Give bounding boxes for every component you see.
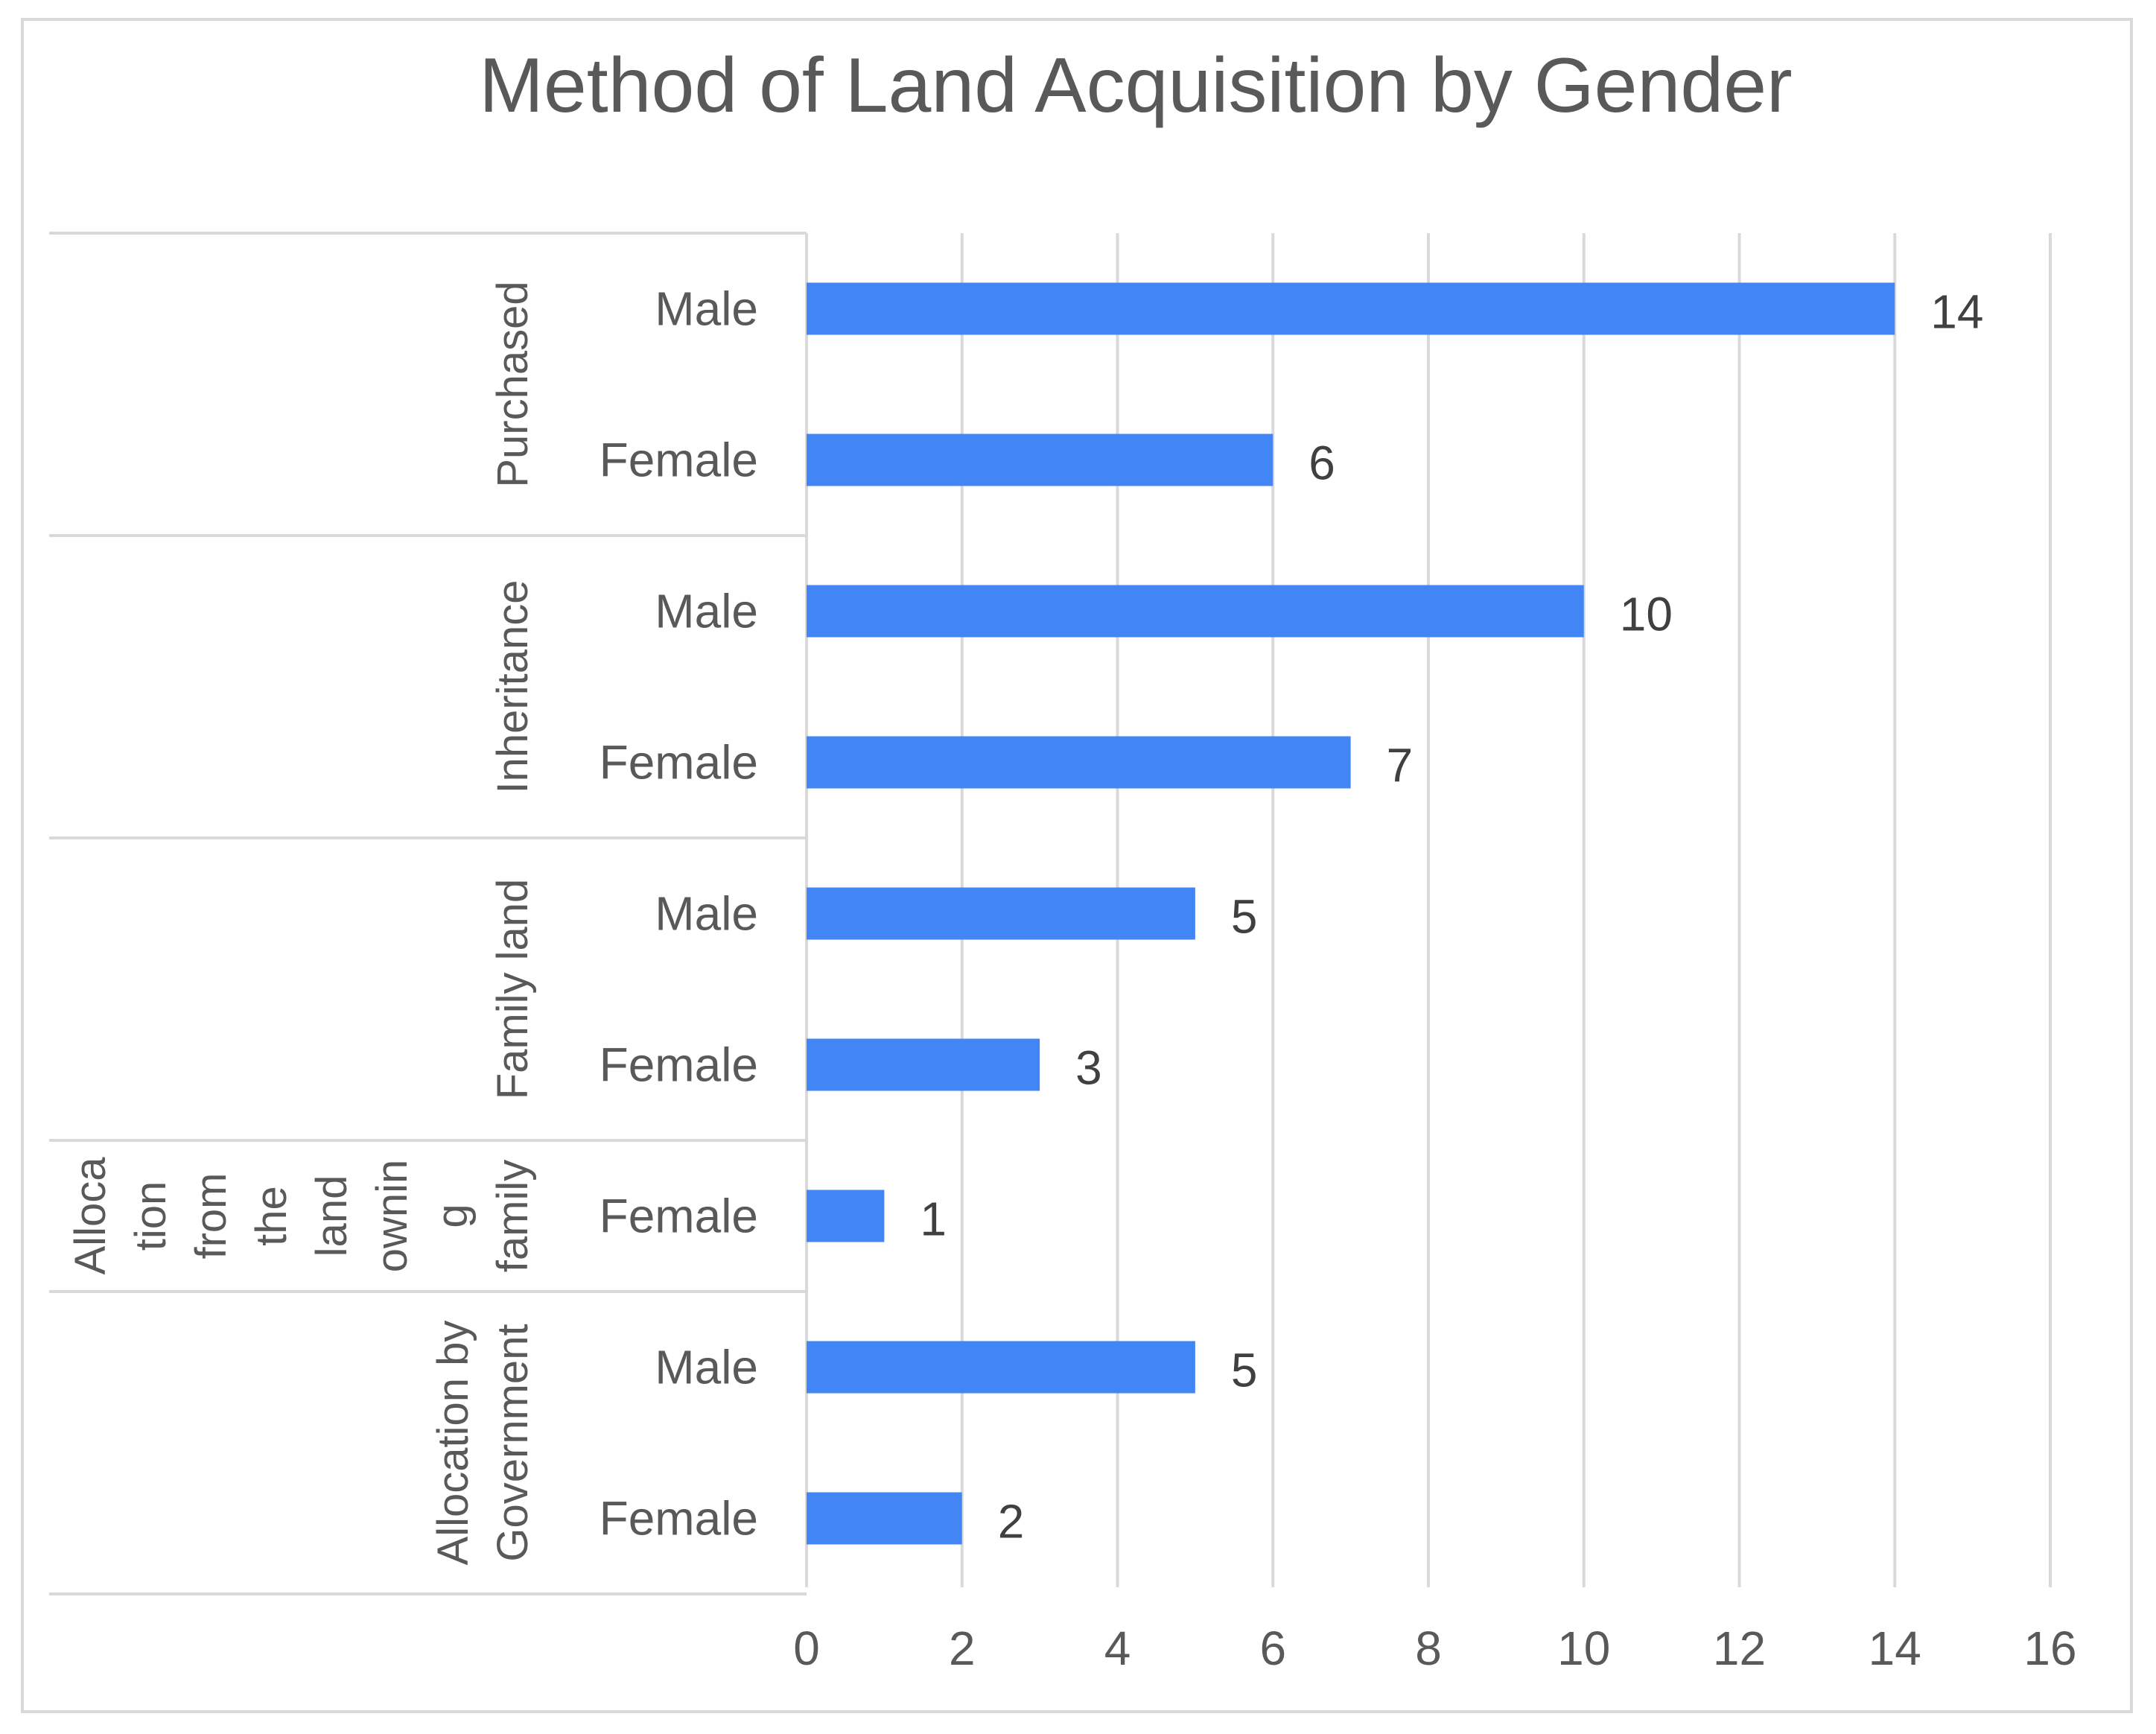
bar-purchased-male [807,282,1895,335]
bar-allocation-from-the-land-owning-family-female [807,1190,885,1242]
x-tick-label: 14 [1869,1622,1921,1675]
group-label: land [308,1175,356,1257]
category-label: Male [655,585,758,638]
x-tick-label: 8 [1415,1622,1442,1675]
group-label: Allocation by [429,1321,477,1566]
group-label: Family land [489,879,537,1100]
category-axis: Male Female Purchased Male Female Inheritance… [49,232,808,1595]
x-tick-label: 2 [949,1622,976,1675]
category-label: Female [600,1038,758,1092]
bar-family-land-male [807,887,1195,940]
group-label: the [247,1186,296,1246]
group-label: Inheritance [489,580,537,794]
group-label: Alloca [66,1157,115,1275]
data-label: 10 [1620,588,1673,641]
x-tick-label: 12 [1713,1622,1766,1675]
group-label: ownin [368,1160,416,1273]
data-label: 6 [1308,436,1335,490]
x-tick-label: 16 [2023,1622,2076,1675]
chart-title: Method of Land Acquisition by Gender [479,42,1792,129]
category-label: Male [655,282,758,336]
group-label: g [428,1204,477,1228]
data-label: 5 [1231,1344,1258,1397]
data-label: 1 [920,1192,947,1246]
data-label: 7 [1387,739,1414,793]
bar-family-land-female [807,1038,1040,1091]
group-label: Purchased [489,281,537,487]
group-label: Government [489,1324,537,1561]
category-label: Female [600,1190,758,1243]
data-label: 3 [1075,1041,1102,1095]
bar-inheritance-female [807,736,1351,789]
category-label: Female [600,736,758,790]
data-labels: 14 6 10 7 5 3 1 5 2 [920,285,1983,1549]
group-label: family [489,1160,537,1272]
data-label: 2 [998,1495,1025,1549]
category-label: Male [655,887,758,941]
x-tick-label: 10 [1557,1622,1610,1675]
group-label: tion [127,1181,175,1251]
category-label: Female [600,1492,758,1546]
x-tick-label: 0 [793,1622,820,1675]
category-label: Female [600,434,758,487]
x-axis-ticks: 0 2 4 6 8 10 12 14 16 [793,1622,2076,1675]
bar-allocation-by-government-male [807,1341,1195,1394]
bar-inheritance-male [807,585,1584,638]
data-label: 5 [1231,890,1258,944]
x-tick-label: 6 [1259,1622,1286,1675]
group-label: from [187,1173,235,1260]
category-label: Male [655,1341,758,1394]
bars [807,282,1895,1545]
bar-purchased-female [807,434,1273,486]
x-tick-label: 4 [1104,1622,1131,1675]
bar-allocation-by-government-female [807,1492,962,1545]
data-label: 14 [1930,285,1983,339]
